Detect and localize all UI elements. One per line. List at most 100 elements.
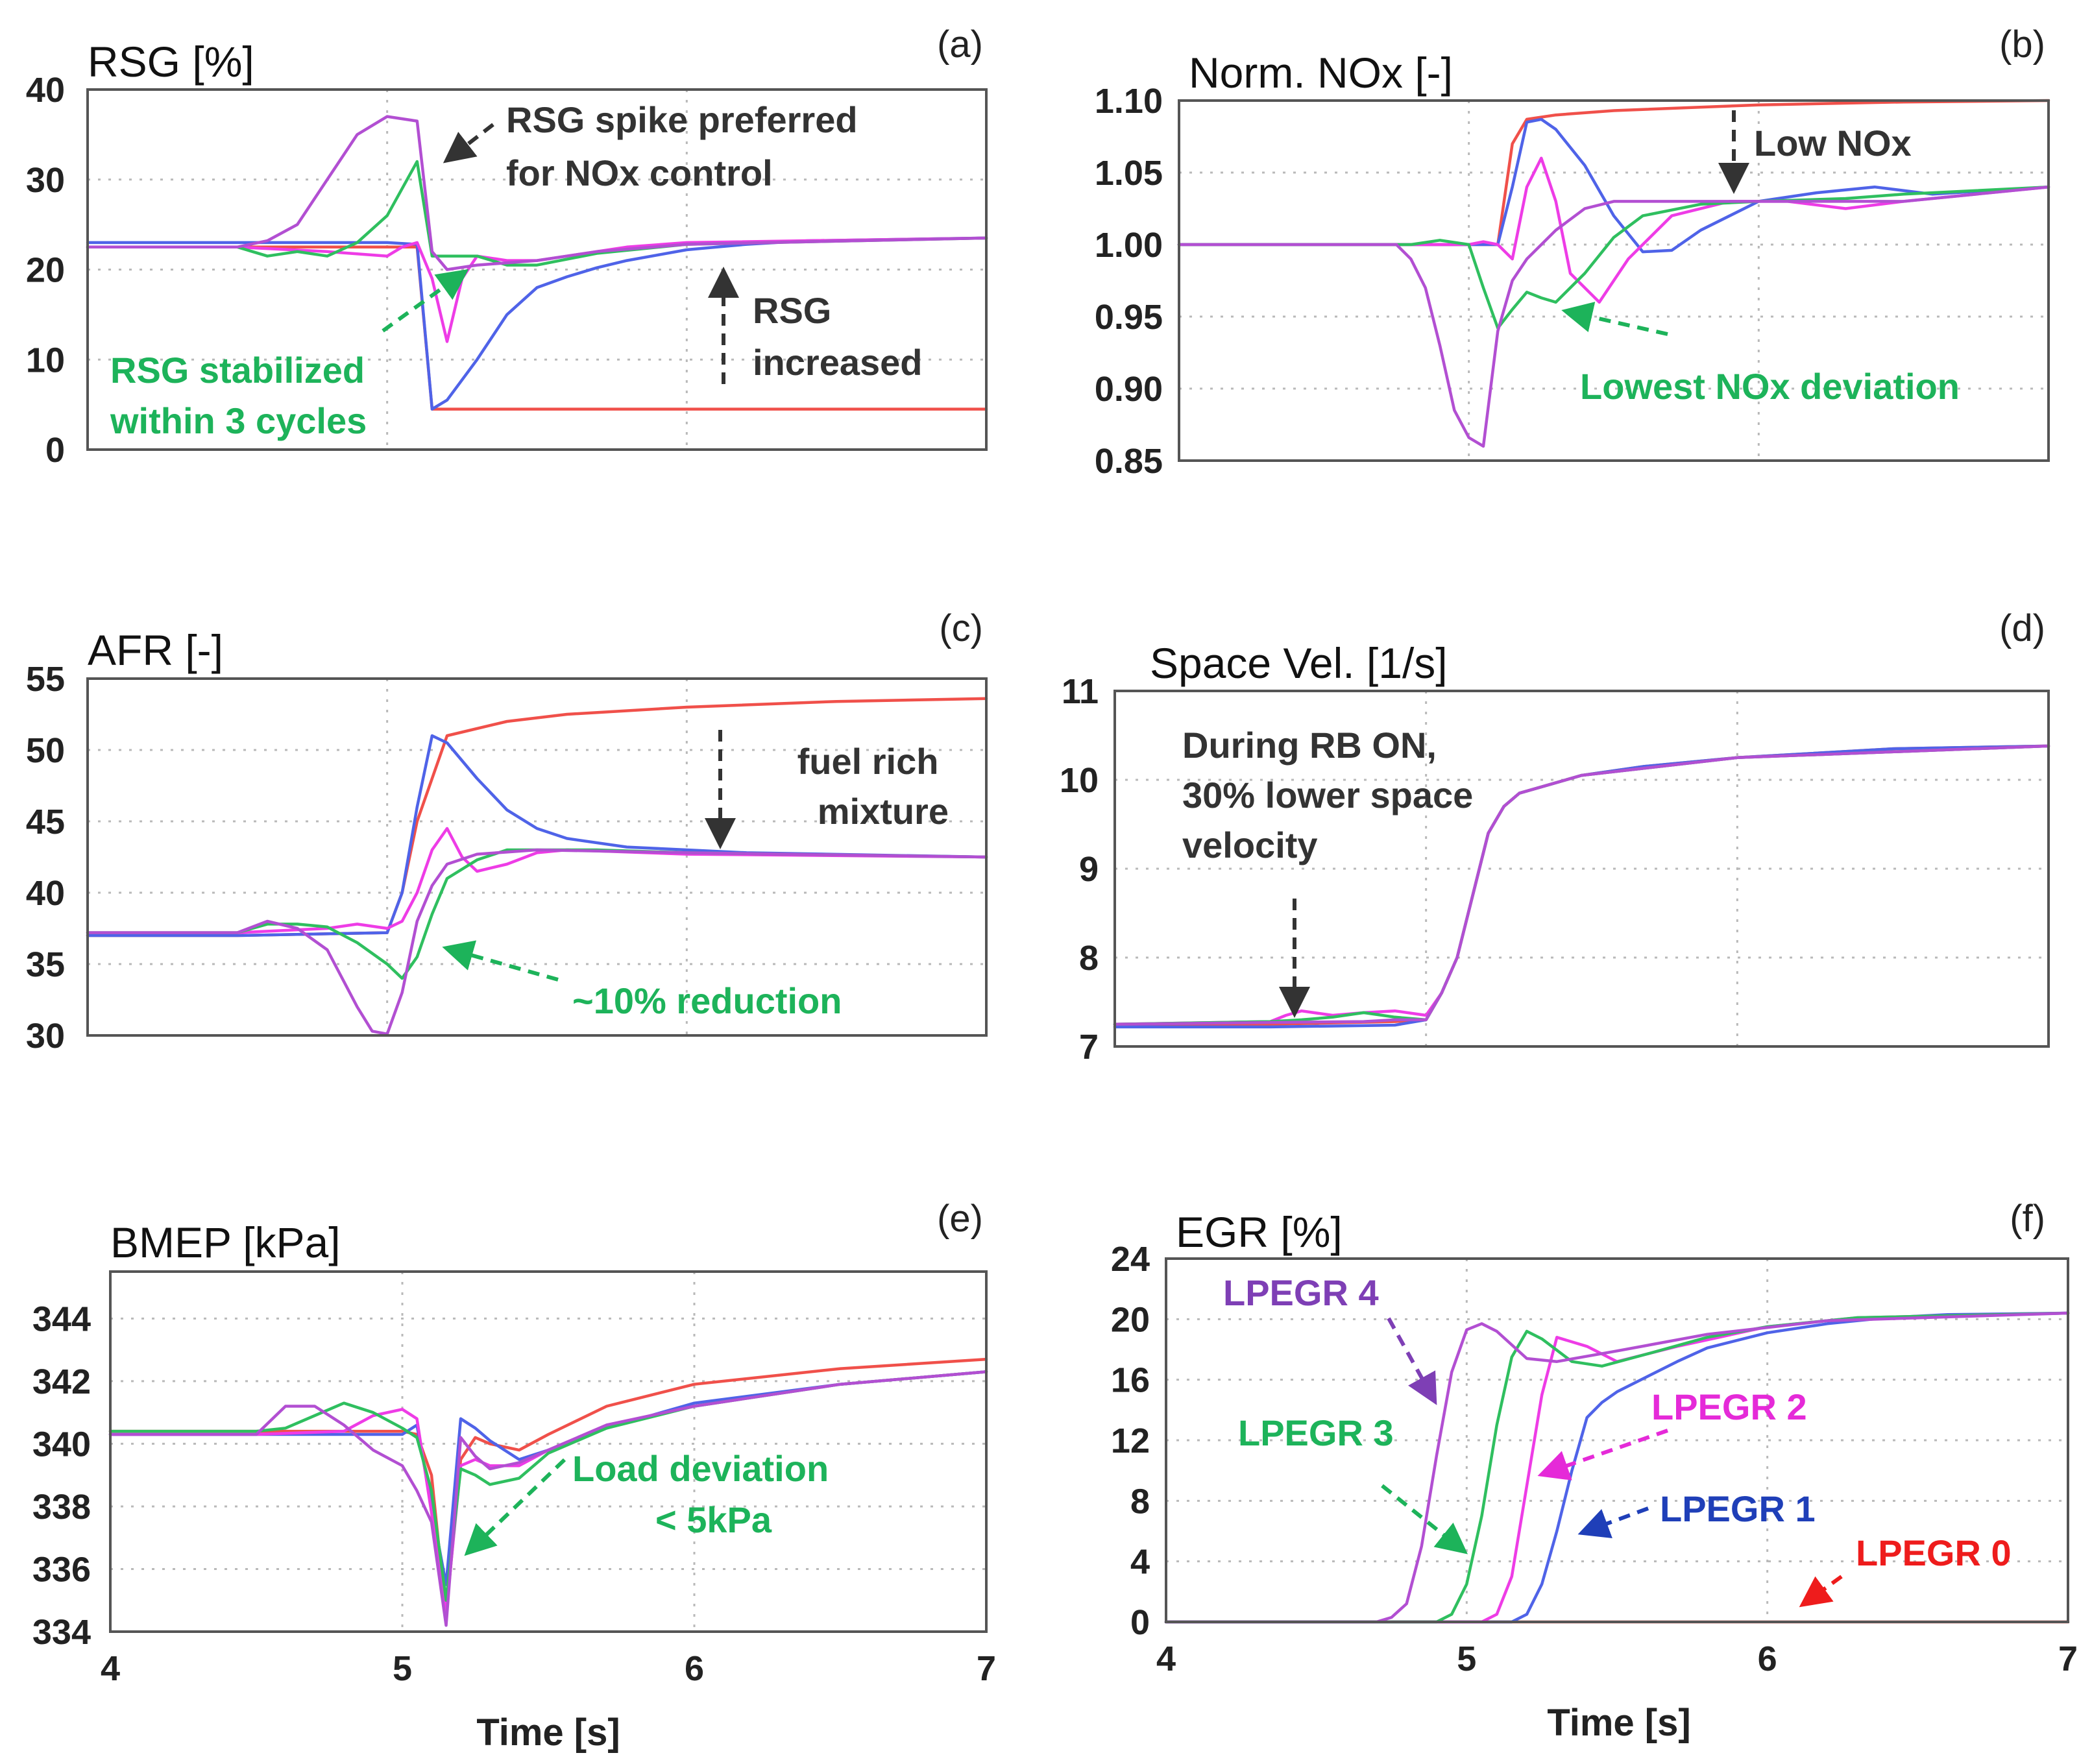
series-line-lpegr4	[1113, 744, 2050, 1026]
y-tick-label: 338	[32, 1488, 91, 1527]
y-tick-label: 4	[1130, 1543, 1150, 1582]
y-tick-label: 10	[1060, 761, 1099, 800]
y-tick-label: 342	[32, 1362, 91, 1401]
panel-d-grid	[1115, 691, 2049, 1046]
panel-c-series	[86, 697, 988, 1036]
annotation-fuel-rich: fuel rich mixture	[797, 741, 949, 832]
y-tick-label: 55	[26, 660, 65, 699]
panel-a-title: RSG [%]	[88, 38, 254, 86]
x-tick-label: 6	[1758, 1639, 1777, 1678]
series-line-lpegr4	[1177, 185, 2050, 448]
panel-c-label: (c)	[939, 607, 983, 649]
y-tick-label: 7	[1079, 1028, 1099, 1067]
annotation-arrow-lowest-nox	[1561, 302, 1668, 336]
panel-f-frame	[1165, 1257, 2069, 1623]
panel-c-grid	[88, 679, 986, 1035]
series-line-lpegr1	[86, 734, 988, 937]
series-line-lpegr2	[86, 827, 988, 934]
y-tick-label: 35	[26, 945, 65, 984]
annotation-arrow-load-deviation	[464, 1458, 566, 1556]
x-tick-label: 6	[685, 1649, 704, 1688]
annotation-arrow-lpegr0	[1799, 1575, 1843, 1608]
annotation-arrow-lpegr3	[1381, 1484, 1468, 1554]
y-tick-label: 336	[32, 1550, 91, 1589]
panel-e-x-ticks: 4 5 6 7	[101, 1649, 996, 1688]
annotation-rsg-stabilized: RSG stabilized within 3 cycles	[110, 350, 375, 441]
annotation-lpegr4: LPEGR 4	[1223, 1272, 1379, 1313]
annotation-rsg-increased: RSG increased	[753, 290, 923, 383]
panel-f-label: (f)	[2010, 1198, 2045, 1240]
annotation-rsg-spike: RSG spike preferred for NOx control	[506, 99, 868, 193]
panel-e-series	[108, 1357, 988, 1627]
annotation-arrow-lpegr4	[1387, 1317, 1437, 1405]
y-tick-label: 30	[26, 1017, 65, 1056]
panel-b-annotations: Low NOx Lowest NOx deviation	[1561, 110, 1960, 407]
series-line-lpegr3	[1164, 1311, 2070, 1624]
y-tick-label: 20	[26, 251, 65, 290]
series-line-lpegr3	[86, 160, 988, 267]
y-tick-label: 0.85	[1095, 442, 1163, 481]
panel-b-frame	[1178, 99, 2050, 462]
series-line-lpegr1	[1177, 117, 2050, 254]
annotation-lowest-nox: Lowest NOx deviation	[1580, 366, 1960, 407]
series-line-lpegr2	[1177, 156, 2050, 304]
annotation-arrow-lpegr2	[1537, 1429, 1668, 1480]
panel-e-y-ticks: 334 336 338 340 342 344	[32, 1299, 91, 1652]
panel-c-afr: 30 35 40 45 50 55 AFR [-] (c) fuel rich mixtu…	[26, 607, 988, 1056]
y-tick-label: 0.95	[1095, 298, 1163, 337]
annotation-lpegr3: LPEGR 3	[1238, 1412, 1394, 1453]
series-line-lpegr4	[108, 1370, 988, 1627]
annotation-low-nox: Low NOx	[1754, 123, 1912, 163]
panel-d-annotations: During RB ON, 30% lower space velocity	[1182, 725, 1483, 1018]
y-tick-label: 11	[1062, 672, 1099, 711]
y-tick-label: 9	[1079, 850, 1099, 889]
panel-e-frame	[109, 1270, 988, 1633]
annotation-lpegr0: LPEGR 0	[1856, 1532, 2012, 1573]
y-tick-label: 45	[26, 803, 65, 841]
series-line-lpegr4	[86, 848, 988, 1036]
panel-b-y-ticks: 0.85 0.90 0.95 1.00 1.05 1.10	[1095, 82, 1163, 481]
annotation-space-velocity: During RB ON, 30% lower space velocity	[1182, 725, 1483, 865]
panel-a-label: (a)	[937, 23, 983, 66]
panel-f-grid	[1166, 1259, 2068, 1622]
panel-d-y-ticks: 7 8 9 10 11	[1060, 672, 1099, 1067]
series-line-lpegr1	[108, 1370, 988, 1586]
y-tick-label: 24	[1111, 1240, 1150, 1279]
y-tick-label: 40	[26, 71, 65, 110]
annotation-arrow-rsg-spike	[443, 123, 494, 163]
y-tick-label: 1.05	[1095, 154, 1163, 193]
y-tick-label: 20	[1111, 1300, 1150, 1339]
panel-e-label: (e)	[937, 1198, 983, 1240]
x-tick-label: 5	[393, 1649, 412, 1688]
series-line-lpegr2	[1164, 1311, 2070, 1624]
panel-d-space-velocity: 7 8 9 10 11 Space Vel. [1/s] (d) During RB O…	[1060, 607, 2050, 1067]
series-line-lpegr4	[86, 115, 988, 271]
annotation-load-deviation: Load deviation < 5kPa	[572, 1448, 839, 1540]
y-tick-label: 0.90	[1095, 370, 1163, 409]
series-line-lpegr2	[86, 236, 988, 343]
annotation-afr-reduction: ~10% reduction	[572, 980, 842, 1021]
annotation-lpegr1: LPEGR 1	[1660, 1488, 1816, 1529]
panel-f-y-ticks: 0 4 8 12 16 20 24	[1111, 1240, 1150, 1642]
y-tick-label: 0	[1130, 1603, 1150, 1642]
series-line-lpegr2	[108, 1370, 988, 1615]
panel-f-x-label: Time [s]	[1547, 1702, 1690, 1744]
panel-d-frame	[1113, 690, 2050, 1048]
panel-a-annotations: RSG spike preferred for NOx control RSG …	[110, 99, 923, 441]
x-tick-label: 5	[1457, 1639, 1476, 1678]
panel-a-y-ticks: 0 10 20 30 40	[26, 71, 65, 470]
panel-e-x-label: Time [s]	[476, 1711, 620, 1754]
y-tick-label: 30	[26, 161, 65, 200]
panel-a-frame	[86, 88, 988, 451]
y-tick-label: 10	[26, 341, 65, 380]
y-tick-label: 40	[26, 874, 65, 913]
panel-a-series	[86, 115, 988, 411]
panel-c-y-ticks: 30 35 40 45 50 55	[26, 660, 65, 1056]
annotation-lpegr2: LPEGR 2	[1651, 1386, 1807, 1427]
series-line-lpegr3	[1177, 185, 2050, 330]
series-line-lpegr4	[1164, 1311, 2070, 1624]
panel-b-title: Norm. NOx [-]	[1189, 49, 1453, 97]
panel-e-grid	[110, 1272, 986, 1632]
